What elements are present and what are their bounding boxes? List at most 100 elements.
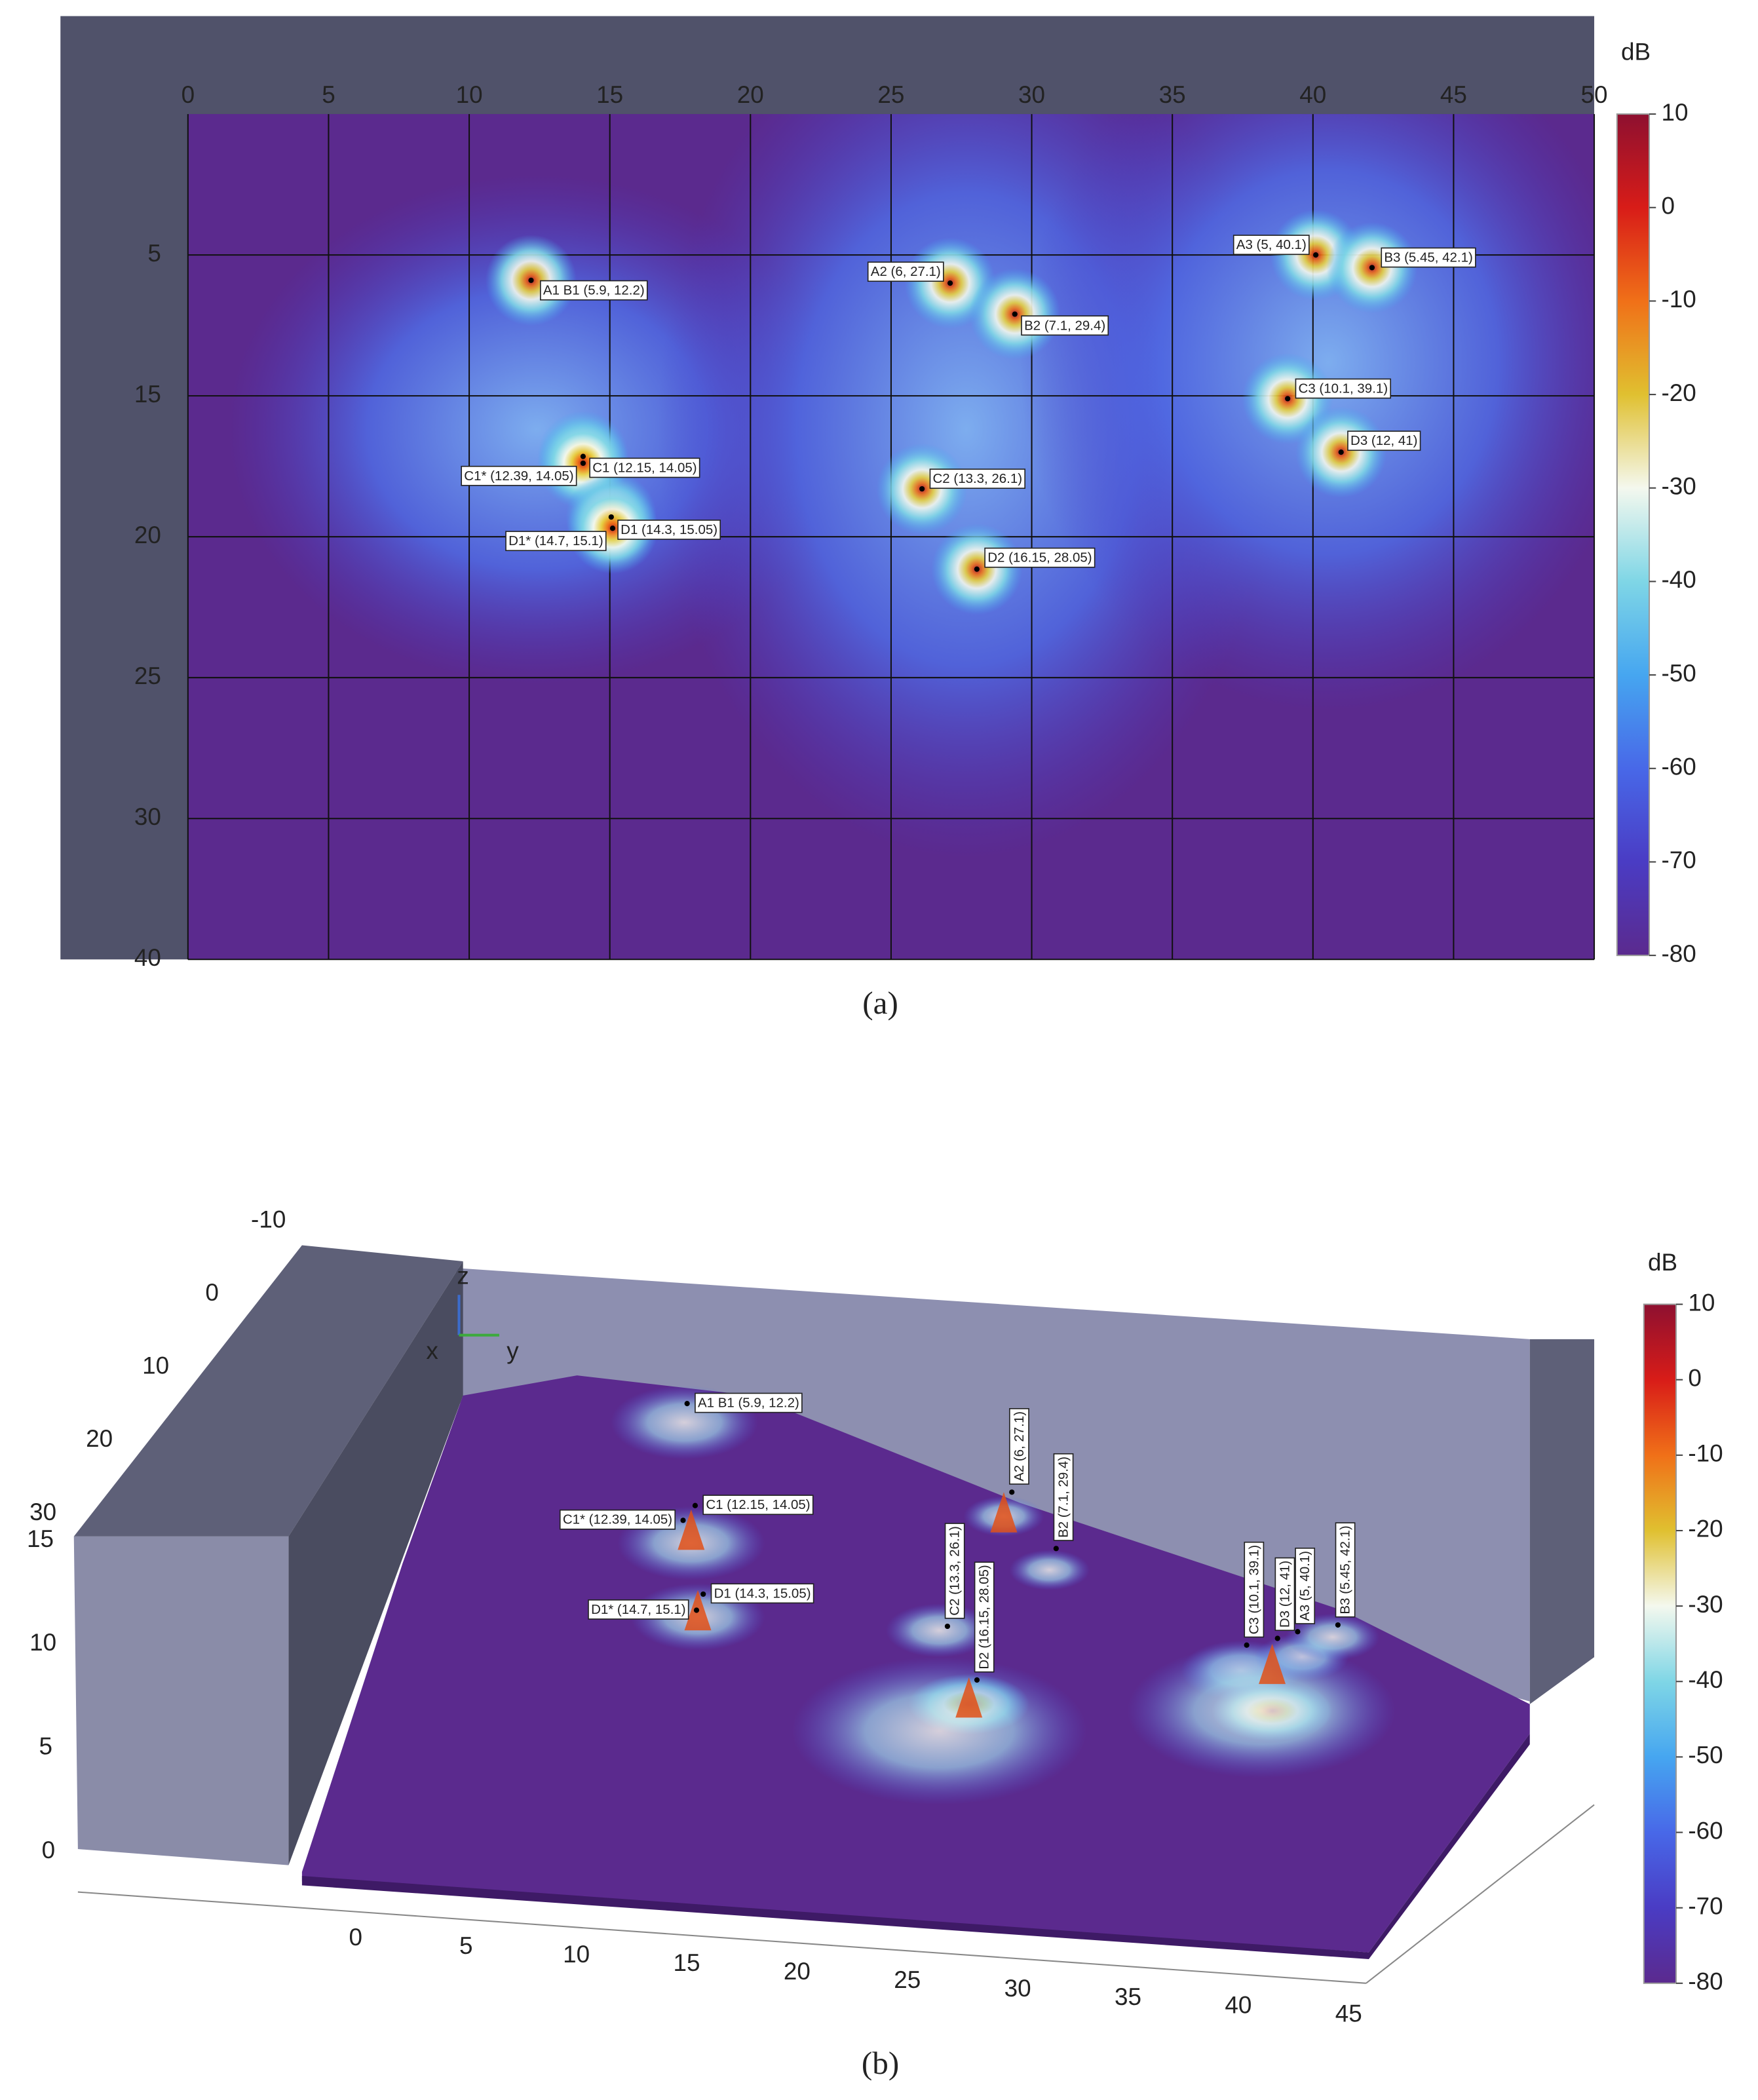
x-tick-label: 15 — [596, 81, 623, 108]
point — [528, 277, 534, 283]
point — [944, 1623, 951, 1630]
point-label: A3 (5, 40.1) — [1233, 235, 1310, 256]
point-label: C1* (12.39, 14.05) — [559, 1509, 676, 1530]
point-label-text: B2 (7.1, 29.4) — [1024, 318, 1105, 333]
x-tick-label: 10 — [142, 1352, 169, 1379]
label-box — [1381, 247, 1476, 268]
y-tick-label: 35 — [1115, 1983, 1141, 2010]
y-tick-label: 20 — [784, 1958, 811, 1985]
point-label-text: C3 (10.1, 39.1) — [1299, 381, 1388, 396]
y-tick-label: 25 — [134, 662, 161, 689]
point-label: D1 (14.3, 15.05) — [710, 1583, 814, 1604]
z-tick-label: 0 — [42, 1837, 56, 1863]
surface-peak — [792, 1657, 1087, 1805]
point-label: B3 (5.45, 42.1) — [1381, 247, 1476, 268]
label-box — [1274, 1557, 1295, 1632]
point — [692, 1502, 698, 1508]
point-label: A2 (6, 27.1) — [1009, 1408, 1029, 1485]
label-box — [867, 261, 944, 282]
point-label-text: D1 (14.3, 15.05) — [714, 1586, 811, 1601]
colorbar-tick-label: -70 — [1661, 847, 1696, 873]
surface-spike — [990, 1492, 1018, 1533]
label-box — [1053, 1453, 1074, 1541]
point-label: D2 (16.15, 28.05) — [974, 1561, 995, 1673]
caption: (b) — [862, 2045, 899, 2081]
point-label: D3 (12, 41) — [1274, 1557, 1295, 1632]
axis-label: y — [506, 1337, 519, 1364]
point-label-text: D2 (16.15, 28.05) — [987, 550, 1092, 565]
point — [1338, 449, 1344, 455]
point — [700, 1591, 706, 1597]
point-label: C1 (12.15, 14.05) — [589, 457, 700, 478]
point-label: B3 (5.45, 42.1) — [1335, 1522, 1356, 1618]
point-label-text: D1* (14.7, 15.1) — [591, 1602, 686, 1617]
chart-b: z y x 0 5 10 15 20 25 30 35 40 45 -10 0 10 20 30 0 5 10 15… — [27, 1206, 1723, 2081]
label-box — [617, 520, 721, 540]
point-label: C3 (10.1, 39.1) — [1244, 1541, 1265, 1638]
x-tick-label: 0 — [205, 1279, 219, 1306]
y-tick-label: 0 — [349, 1924, 362, 1951]
label-box — [589, 457, 700, 478]
colorbar-tick-label: -10 — [1661, 286, 1696, 313]
colorbar-tick-label: -70 — [1688, 1892, 1723, 1919]
x-tick-label: 20 — [737, 81, 764, 108]
point-label-text: B3 (5.45, 42.1) — [1384, 250, 1472, 265]
x-tick-label: 35 — [1159, 81, 1186, 108]
point-label-text: B2 (7.1, 29.4) — [1056, 1457, 1071, 1538]
colorbar-tick-label: -30 — [1661, 472, 1696, 499]
z-tick-label: 15 — [27, 1525, 54, 1552]
x-tick-label: 45 — [1440, 81, 1467, 108]
label-box — [1233, 235, 1310, 256]
point — [919, 486, 925, 492]
colorbar-tick-label: -80 — [1661, 940, 1696, 967]
point — [580, 460, 586, 467]
x-tick-label: 30 — [29, 1499, 56, 1525]
right-wall — [1529, 1339, 1595, 1704]
y-tick-label: 20 — [134, 522, 161, 548]
point-label: A2 (6, 27.1) — [867, 261, 944, 282]
point — [608, 514, 614, 520]
colorbar-tick-label: -20 — [1688, 1516, 1723, 1542]
label-box — [710, 1583, 814, 1604]
y-tick-label: 15 — [673, 1949, 700, 1976]
label-box — [944, 1523, 965, 1619]
point-label-text: D3 (12, 41) — [1277, 1561, 1292, 1628]
point-label-text: D1* (14.7, 15.1) — [508, 533, 603, 548]
chart-a: 0 5 10 15 20 25 30 35 40 45 50 5 15 20 25 30 40 A1 B1 (5.… — [60, 16, 1696, 1021]
label-box — [1009, 1408, 1029, 1485]
point-label: B2 (7.1, 29.4) — [1021, 315, 1109, 336]
point — [609, 525, 616, 531]
point-label-text: C1 (12.15, 14.05) — [706, 1497, 810, 1512]
label-box — [984, 547, 1096, 568]
y-tick-label: 45 — [1335, 2000, 1362, 2027]
label-box — [1021, 315, 1109, 336]
colorbar-tick-label: -60 — [1661, 754, 1696, 780]
surface-edge — [301, 1733, 1530, 1959]
z-tick-label: 5 — [39, 1732, 52, 1759]
point-label: A3 (5, 40.1) — [1295, 1548, 1316, 1624]
point-label: C2 (13.3, 26.1) — [944, 1523, 965, 1619]
axis-line — [77, 1891, 1366, 1984]
point-label: B2 (7.1, 29.4) — [1053, 1453, 1074, 1541]
point-label: D2 (16.15, 28.05) — [984, 547, 1096, 568]
axis-label: x — [426, 1337, 438, 1364]
point-label-text: B3 (5.45, 42.1) — [1338, 1525, 1353, 1614]
point-label: A1 B1 (5.9, 12.2) — [540, 280, 648, 301]
point-label-text: A1 B1 (5.9, 12.2) — [698, 1396, 799, 1411]
x-tick-label: -10 — [251, 1206, 286, 1232]
colorbar-tick-label: -50 — [1688, 1742, 1723, 1768]
label-box — [974, 1561, 995, 1673]
point-label: C1 (12.15, 14.05) — [702, 1495, 814, 1516]
point — [580, 453, 586, 459]
block-front — [73, 1536, 289, 1865]
colorbar-tick-label: 0 — [1661, 192, 1675, 219]
point-label-text: D3 (12, 41) — [1350, 433, 1417, 448]
x-tick-label: 25 — [877, 81, 904, 108]
point-label: C2 (13.3, 26.1) — [929, 468, 1025, 489]
y-tick-label: 10 — [563, 1941, 590, 1968]
point — [974, 566, 980, 572]
label-box — [540, 280, 648, 301]
label-box — [588, 1599, 689, 1620]
label-box — [1347, 430, 1421, 451]
y-tick-label: 30 — [134, 803, 161, 830]
